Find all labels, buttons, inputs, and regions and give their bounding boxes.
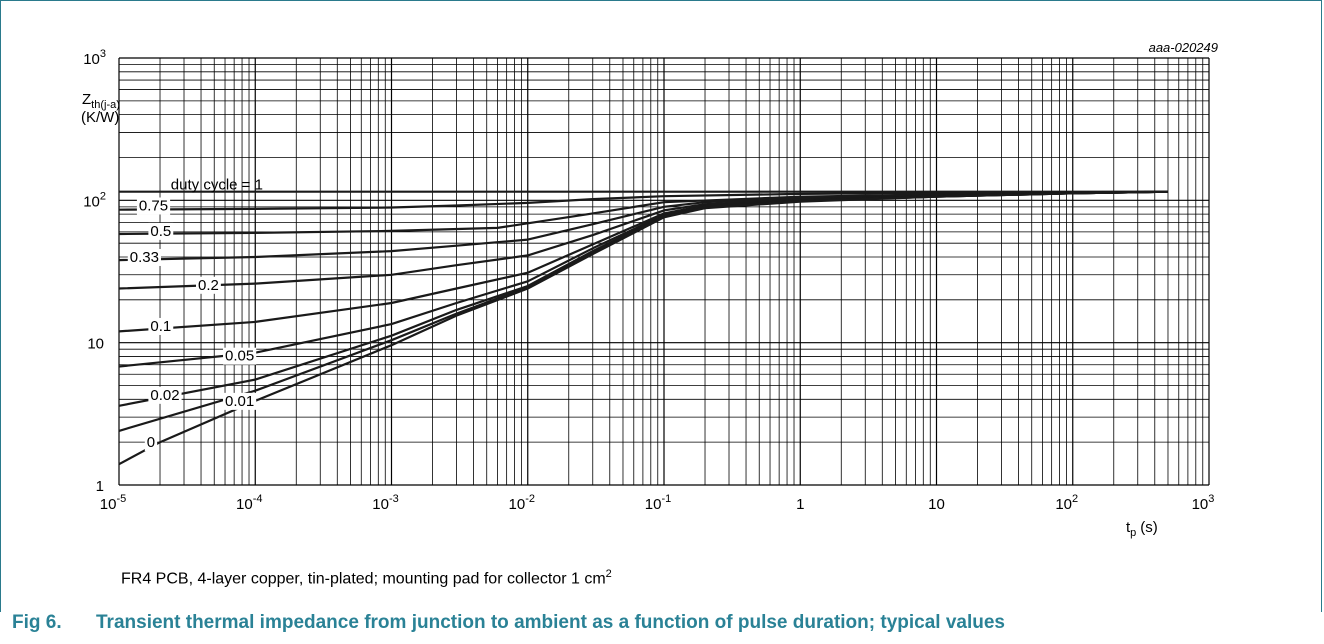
x-axis-label: tp (s) <box>1126 519 1158 539</box>
x-tick-label: 10-4 <box>236 493 262 513</box>
chart-grid <box>118 57 1210 486</box>
x-tick-label: 10-1 <box>645 493 671 513</box>
figure-note-superscript: 2 <box>605 568 612 580</box>
series-label: duty cycle = 1 <box>171 177 263 194</box>
figure-number: Fig 6. <box>12 612 62 633</box>
figure-title: Transient thermal impedance from junctio… <box>96 612 1005 633</box>
series-label-background <box>148 222 174 240</box>
x-tick-label: 10 <box>928 496 945 513</box>
y-tick-label: 10 <box>87 336 104 353</box>
y-axis-label: Zth(j-a) <box>82 91 120 111</box>
series-label: 0.75 <box>139 197 168 214</box>
series-label-background <box>148 386 182 404</box>
x-tick-label: 103 <box>1192 493 1215 513</box>
series-label-background <box>148 317 174 335</box>
figure-frame <box>0 0 1322 612</box>
thermal-impedance-chart: duty cycle = 10.75 0.5 0.33 0.2 0.1 0.05 0.02 0… <box>81 40 1218 539</box>
y-tick-label: 102 <box>83 190 106 210</box>
x-tick-label: 10-2 <box>509 493 535 513</box>
series-label-background <box>223 347 257 365</box>
series-label: 0.1 <box>150 318 171 335</box>
series-labels: duty cycle = 10.75 0.5 0.33 0.2 0.1 0.05 0.02 0… <box>127 177 263 452</box>
series-label-background <box>136 197 171 215</box>
x-tick-label: 1 <box>796 496 804 513</box>
series-label: 0 <box>147 434 155 451</box>
y-tick-label: 103 <box>83 48 106 68</box>
chart-series <box>118 190 1169 466</box>
y-axis-subscript: th(j-a) <box>91 99 120 111</box>
series-label: 0.33 <box>130 249 159 266</box>
chart-code: aaa-020249 <box>1149 40 1218 55</box>
series-label: 0.5 <box>150 223 171 240</box>
series-line <box>118 190 1169 211</box>
x-tick-label: 10-5 <box>100 493 126 513</box>
y-axis-symbol: Z <box>82 91 91 108</box>
x-axis-unit: (s) <box>1140 519 1158 536</box>
series-label: 0.02 <box>150 387 179 404</box>
x-tick-label: 102 <box>1055 493 1078 513</box>
series-label-background <box>223 392 257 410</box>
x-axis-subscript: p <box>1130 527 1136 539</box>
series-label: 0.2 <box>198 277 219 294</box>
figure-note: FR4 PCB, 4-layer copper, tin-plated; mou… <box>121 568 612 588</box>
series-label-background <box>144 434 158 452</box>
y-tick-label: 1 <box>96 478 104 495</box>
y-axis-unit: (K/W) <box>81 109 119 126</box>
series-label: 0.01 <box>225 393 254 410</box>
x-tick-labels: 10-5 10-4 10-3 10-2 10-1 1 10 102 103 <box>100 493 1215 513</box>
figure-note-text: FR4 PCB, 4-layer copper, tin-plated; mou… <box>121 570 606 588</box>
series-label-background <box>195 276 221 294</box>
x-tick-label: 10-3 <box>372 493 398 513</box>
y-tick-labels: 1 10 102 103 <box>83 48 106 495</box>
series-label-background <box>127 248 161 266</box>
x-axis-symbol: t <box>1126 519 1131 536</box>
figure-caption: Fig 6. Transient thermal impedance from j… <box>12 612 1005 634</box>
series-label: 0.05 <box>225 348 254 365</box>
